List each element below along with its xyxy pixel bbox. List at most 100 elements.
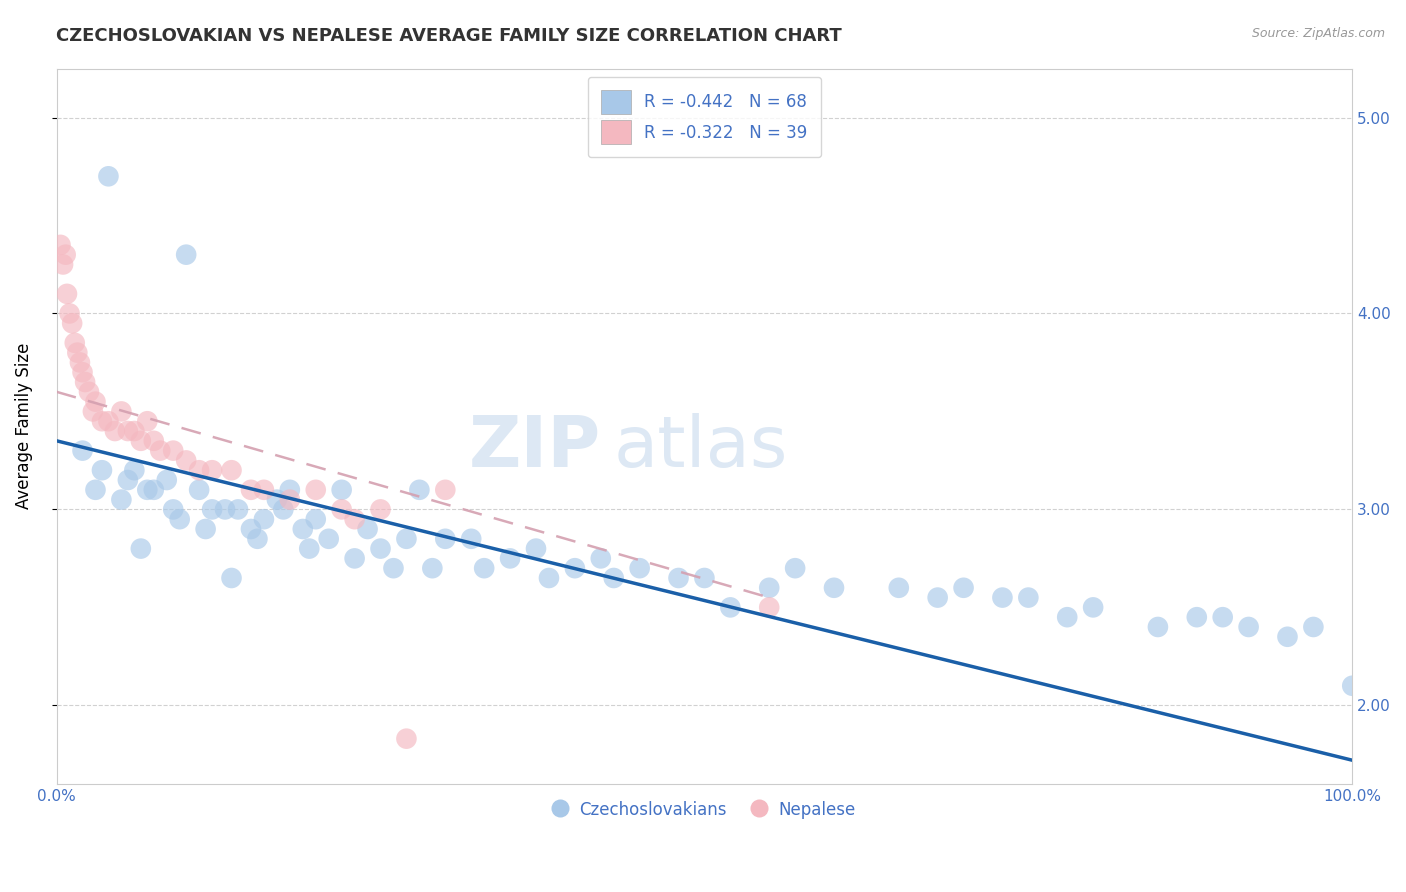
Point xyxy=(142,483,165,497)
Point xyxy=(305,512,328,526)
Point xyxy=(253,483,276,497)
Point xyxy=(395,532,418,546)
Point xyxy=(56,286,79,301)
Point xyxy=(408,483,430,497)
Point xyxy=(253,512,276,526)
Point xyxy=(104,424,127,438)
Point xyxy=(305,483,328,497)
Text: ZIP: ZIP xyxy=(468,413,600,482)
Point xyxy=(395,731,418,746)
Point xyxy=(887,581,910,595)
Point xyxy=(603,571,626,585)
Point xyxy=(1277,630,1299,644)
Point xyxy=(693,571,716,585)
Point xyxy=(110,492,132,507)
Point xyxy=(1081,600,1104,615)
Point xyxy=(434,532,457,546)
Point xyxy=(1237,620,1260,634)
Point xyxy=(246,532,269,546)
Text: CZECHOSLOVAKIAN VS NEPALESE AVERAGE FAMILY SIZE CORRELATION CHART: CZECHOSLOVAKIAN VS NEPALESE AVERAGE FAMI… xyxy=(56,27,842,45)
Point xyxy=(991,591,1014,605)
Point xyxy=(718,600,741,615)
Point xyxy=(82,404,104,418)
Point xyxy=(370,502,392,516)
Point xyxy=(136,414,159,428)
Point xyxy=(1056,610,1078,624)
Point xyxy=(952,581,974,595)
Point xyxy=(72,443,94,458)
Point xyxy=(124,424,146,438)
Point xyxy=(91,463,114,477)
Point xyxy=(169,512,191,526)
Point xyxy=(66,345,89,359)
Point xyxy=(524,541,547,556)
Point xyxy=(499,551,522,566)
Point xyxy=(75,375,97,389)
Point xyxy=(124,463,146,477)
Point xyxy=(110,404,132,418)
Point xyxy=(194,522,217,536)
Point xyxy=(537,571,560,585)
Point xyxy=(63,335,86,350)
Point xyxy=(69,355,91,369)
Point xyxy=(97,169,120,184)
Point xyxy=(156,473,179,487)
Point xyxy=(162,502,184,516)
Point xyxy=(142,434,165,448)
Point xyxy=(278,483,301,497)
Point xyxy=(49,238,72,252)
Point xyxy=(149,443,172,458)
Point xyxy=(668,571,690,585)
Point xyxy=(239,483,262,497)
Point xyxy=(188,483,211,497)
Point xyxy=(188,463,211,477)
Point xyxy=(91,414,114,428)
Point xyxy=(434,483,457,497)
Point xyxy=(162,443,184,458)
Point xyxy=(1017,591,1039,605)
Point xyxy=(129,541,152,556)
Point xyxy=(129,434,152,448)
Point xyxy=(97,414,120,428)
Point xyxy=(589,551,612,566)
Point xyxy=(1212,610,1234,624)
Text: atlas: atlas xyxy=(614,413,789,482)
Point xyxy=(226,502,249,516)
Legend: Czechoslovakians, Nepalese: Czechoslovakians, Nepalese xyxy=(546,794,863,825)
Point xyxy=(330,483,353,497)
Point xyxy=(174,453,197,467)
Point xyxy=(214,502,236,516)
Point xyxy=(343,512,366,526)
Point xyxy=(117,424,139,438)
Point xyxy=(201,502,224,516)
Point xyxy=(460,532,482,546)
Point xyxy=(758,600,780,615)
Point xyxy=(1185,610,1208,624)
Point xyxy=(77,384,100,399)
Text: Source: ZipAtlas.com: Source: ZipAtlas.com xyxy=(1251,27,1385,40)
Point xyxy=(298,541,321,556)
Point xyxy=(343,551,366,566)
Point xyxy=(1302,620,1324,634)
Point xyxy=(266,492,288,507)
Point xyxy=(472,561,495,575)
Point xyxy=(84,394,107,409)
Point xyxy=(382,561,405,575)
Point xyxy=(1147,620,1170,634)
Point xyxy=(291,522,314,536)
Point xyxy=(221,463,243,477)
Point xyxy=(84,483,107,497)
Point xyxy=(58,306,80,320)
Point xyxy=(628,561,651,575)
Point xyxy=(174,248,197,262)
Point xyxy=(785,561,807,575)
Point xyxy=(422,561,444,575)
Point xyxy=(318,532,340,546)
Point xyxy=(72,365,94,379)
Point xyxy=(239,522,262,536)
Point xyxy=(52,257,75,271)
Point xyxy=(221,571,243,585)
Point xyxy=(278,492,301,507)
Point xyxy=(1341,679,1364,693)
Point xyxy=(60,316,83,330)
